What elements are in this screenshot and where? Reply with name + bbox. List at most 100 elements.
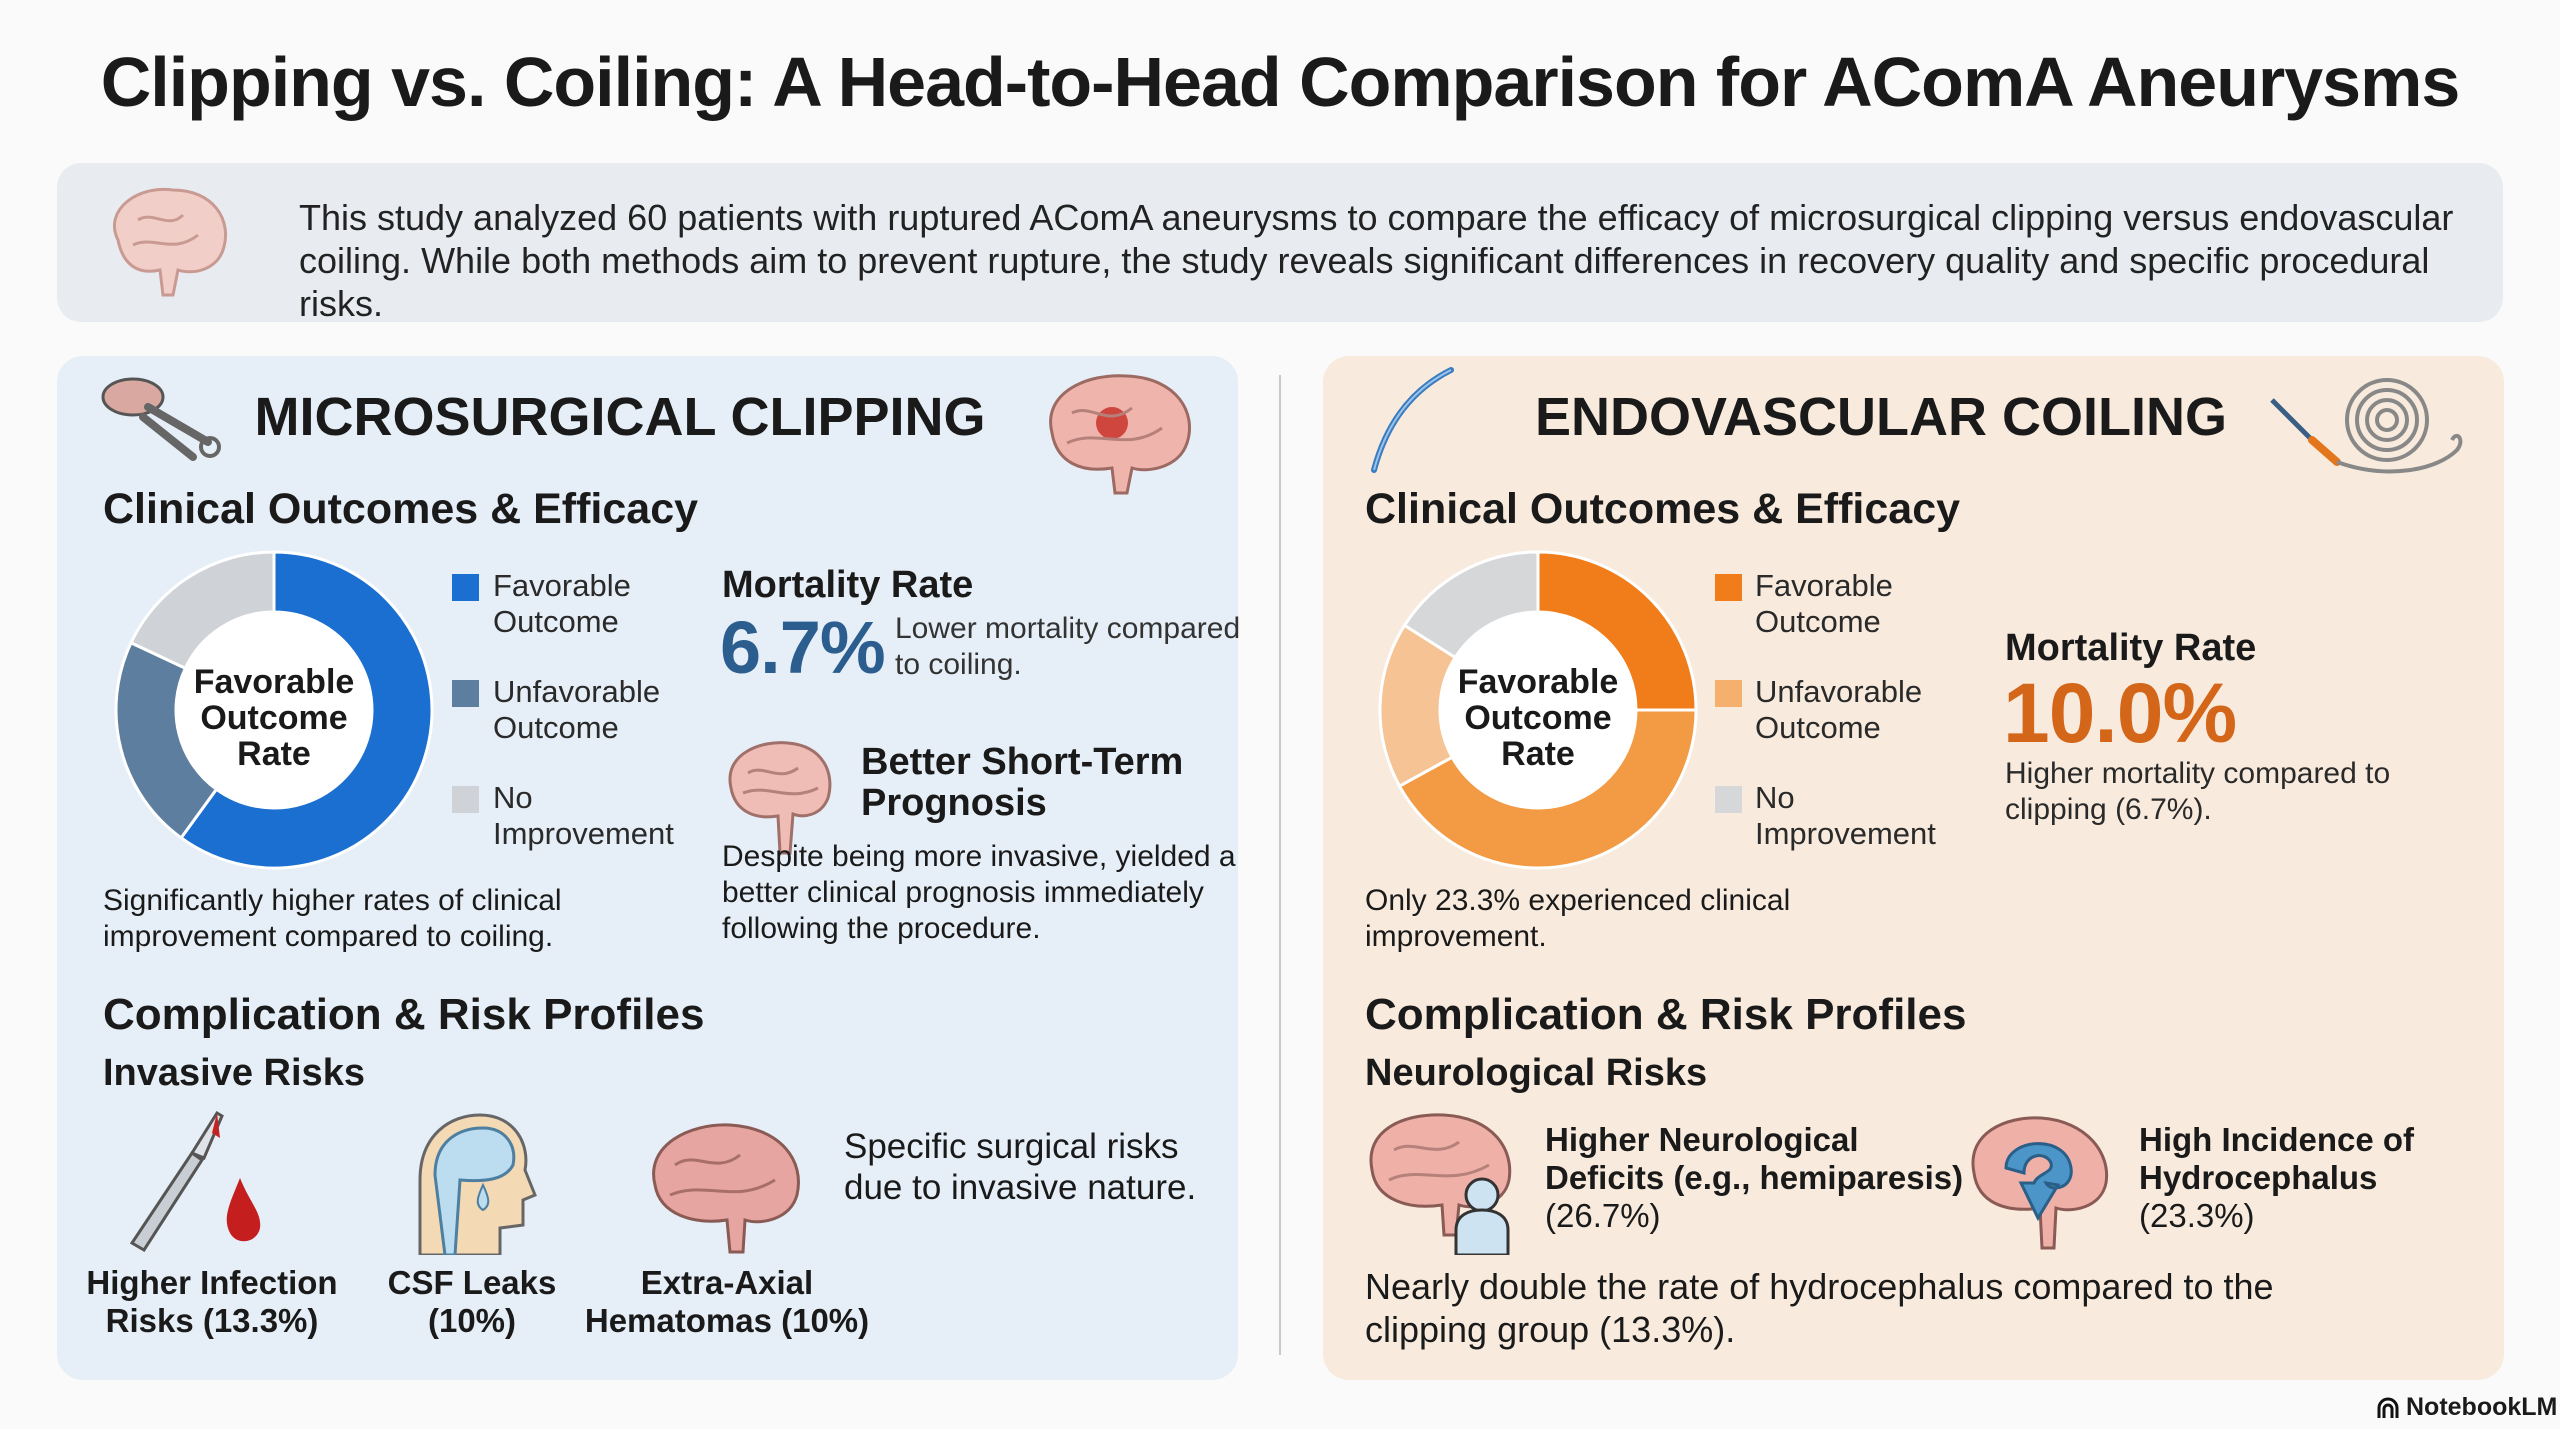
catheter-icon [1371,367,1454,473]
legend-label: Outcome [1755,604,1881,639]
divider [1279,375,1281,1355]
clipping-mortality-note: Lower mortality compared to coiling. [895,611,1240,683]
scalpel-blood-icon [129,1110,261,1253]
brain-icon [112,187,228,297]
clipping-donut-center-label: Favorable Outcome Rate [174,664,374,772]
notebooklm-brand: NotebookLM [2376,1393,2557,1422]
clipping-risk-note: Specific surgical risks due to invasive … [844,1126,1196,1208]
risk-item-hematomas: Extra-Axial Hematomas (10%) [585,1264,869,1340]
page-title: Clipping vs. Coiling: A Head-to-Head Com… [100,43,2461,121]
note-line: improvement compared to coiling. [103,920,554,953]
brand-label: NotebookLM [2406,1393,2558,1421]
risk-label: Higher Neurological [1545,1121,1859,1158]
legend-label: Outcome [493,710,619,745]
legend-swatch [1715,680,1742,707]
center-line: Outcome [200,699,348,737]
coiling-donut-chart [1378,550,1698,870]
legend-label: Favorable [1755,568,1893,603]
risk-value: (23.3%) [2139,1197,2255,1234]
coil-icon [2270,378,2463,474]
risk-item-neuro-deficits: Higher Neurological Deficits (e.g., hemi… [1545,1121,1963,1235]
center-line: Rate [237,735,311,773]
clipping-risk-title: Complication & Risk Profiles [103,990,705,1039]
brain-person-icon [1369,1113,1512,1255]
legend-label: Outcome [1755,710,1881,745]
risk-label: Higher Infection [86,1264,338,1301]
legend-label: Unfavorable [493,674,661,709]
coiling-risk-title: Complication & Risk Profiles [1365,990,1967,1039]
legend-label: Improvement [493,816,674,851]
coiling-outcomes-title: Clinical Outcomes & Efficacy [1365,485,1961,533]
risk-label: Risks (13.3%) [105,1302,319,1339]
risk-label: Extra-Axial [640,1264,814,1301]
note-line: Lower mortality compared [895,612,1241,645]
coiling-mortality-note: Higher mortality compared to clipping (6… [2005,756,2390,828]
risk-label: Hematomas (10%) [584,1302,870,1339]
note-line: due to invasive nature. [844,1168,1197,1207]
coiling-header: ENDOVASCULAR COILING [1534,387,2228,447]
note-line: Higher mortality compared to [2005,757,2391,790]
donut-segment-unfavorable-outcome [1397,708,1698,870]
risk-item-infection: Higher Infection Risks (13.3%) [86,1264,337,1340]
coiling-risk-note: Nearly double the rate of hydrocephalus … [1365,1265,2274,1351]
center-line: Outcome [1464,699,1612,737]
risk-label: Hydrocephalus [2139,1159,2378,1196]
intro-text: This study analyzed 60 patients with rup… [299,197,2454,324]
legend-swatch [1715,786,1742,813]
donut-hole [1440,612,1636,808]
legend-label: No [1755,780,1795,815]
legend-swatch [452,680,479,707]
text-line: following the procedure. [722,912,1041,945]
note-line: clipping (6.7%). [2005,793,2212,826]
risk-item-csf-leaks: CSF Leaks (10%) [388,1264,557,1340]
risk-label: Deficits (e.g., hemiparesis) [1545,1159,1964,1196]
legend-label: Unfavorable [1755,674,1923,709]
brain-aneurysm-icon [1049,374,1191,495]
aneurysm-clip-icon [101,377,221,461]
coiling-mortality-title: Mortality Rate [2005,627,2257,669]
risk-label: High Incidence of [2139,1121,2415,1158]
note-line: Specific surgical risks [844,1127,1179,1166]
donut-hole [176,612,372,808]
legend-label: Outcome [493,604,619,639]
title-line: Better Short-Term [861,741,1184,783]
note-line: Significantly higher rates of clinical [103,884,562,917]
intro-box [57,163,2503,322]
legend-swatch [452,786,479,813]
coiling-donut-note: Only 23.3% experienced clinical improvem… [1365,883,1790,955]
clipping-outcomes-title: Clinical Outcomes & Efficacy [103,485,699,533]
legend-label: Favorable [493,568,631,603]
legend-swatch [452,574,479,601]
risk-item-hydrocephalus: High Incidence of Hydrocephalus (23.3%) [2139,1121,2414,1235]
risk-label: CSF Leaks [387,1264,557,1301]
head-csf-icon [418,1113,537,1255]
note-line: clipping group (13.3%). [1365,1309,1736,1350]
text-line: Despite being more invasive, yielded a [722,840,1236,873]
legend-label: Improvement [1755,816,1936,851]
center-line: Favorable [1457,663,1619,701]
coiling-donut-center-label: Favorable Outcome Rate [1438,664,1638,772]
note-line: to coiling. [895,648,1022,681]
brain-ventricle-icon [1971,1116,2109,1250]
clipping-mortality-title: Mortality Rate [722,564,974,606]
risk-label: (10%) [427,1302,517,1339]
notebooklm-logo-icon [2377,1397,2399,1418]
clipping-risk-subtitle: Invasive Risks [103,1052,365,1094]
clipping-mortality-value: 6.7% [720,606,886,689]
text-line: better clinical prognosis immediately [722,876,1204,909]
prognosis-text: Despite being more invasive, yielded a b… [722,839,1236,947]
clipping-header: MICROSURGICAL CLIPPING [254,387,986,447]
legend-swatch [1715,574,1742,601]
risk-value: (26.7%) [1545,1197,1661,1234]
note-line: improvement. [1365,920,1547,953]
coiling-mortality-value: 10.0% [2003,666,2237,760]
brain-icon [728,741,832,855]
title-line: Prognosis [861,782,1047,824]
prognosis-title: Better Short-Term Prognosis [861,742,1183,824]
coiling-risk-subtitle: Neurological Risks [1365,1052,1708,1094]
clipping-donut-note: Significantly higher rates of clinical i… [103,883,562,955]
note-line: Nearly double the rate of hydrocephalus … [1365,1266,2274,1307]
clipping-donut-chart [114,550,434,870]
center-line: Favorable [193,663,355,701]
note-line: Only 23.3% experienced clinical [1365,884,1791,917]
